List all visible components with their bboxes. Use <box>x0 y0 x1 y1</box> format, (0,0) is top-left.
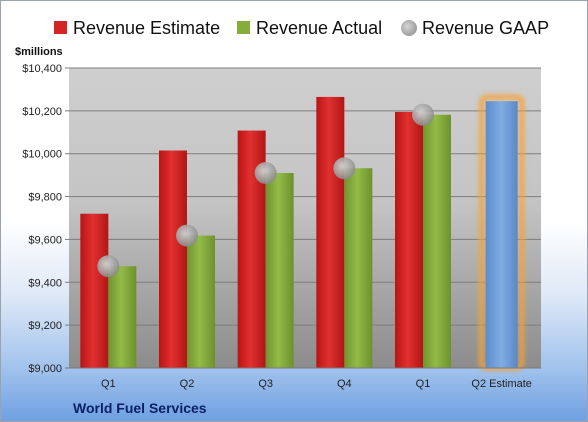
y-tick-label: $10,400 <box>22 63 62 75</box>
bar-revenue-actual <box>187 235 215 368</box>
marker-revenue-gaap <box>333 157 356 180</box>
y-tick-label: $10,000 <box>22 149 62 161</box>
y-tick-label: $9,800 <box>28 192 62 204</box>
legend-swatch-revenue-gaap <box>401 20 417 36</box>
y-tick-label: $9,000 <box>28 363 62 375</box>
legend-label-revenue-gaap: Revenue GAAP <box>422 18 549 38</box>
company-name: World Fuel Services <box>73 400 207 416</box>
legend: Revenue Estimate Revenue Actual Revenue … <box>54 18 549 38</box>
bar-revenue-actual <box>108 266 137 368</box>
x-tick-label: Q4 <box>337 378 352 390</box>
bar-revenue-actual <box>265 173 294 368</box>
legend-swatch-revenue-estimate <box>54 21 67 34</box>
marker-revenue-gaap <box>176 224 198 247</box>
y-tick-label: $9,600 <box>28 234 62 246</box>
y-tick-label: $9,200 <box>28 320 62 332</box>
legend-label-revenue-estimate: Revenue Estimate <box>73 18 220 38</box>
x-tick-label: Q3 <box>258 378 273 390</box>
bar-revenue-actual <box>344 168 373 368</box>
plot-area <box>69 68 541 368</box>
legend-label-revenue-actual: Revenue Actual <box>256 18 382 38</box>
marker-revenue-gaap <box>254 162 277 184</box>
x-tick-label: Q1 <box>101 378 116 390</box>
bar-revenue-estimate <box>159 150 187 368</box>
bar-revenue-actual <box>423 114 451 368</box>
bar-revenue-estimate <box>395 111 423 368</box>
marker-revenue-gaap <box>97 255 120 278</box>
x-tick-label: Q2 Estimate <box>471 378 532 390</box>
y-tick-label: $10,200 <box>22 106 62 118</box>
bars <box>80 94 525 371</box>
x-axis-ticks: Q1 Q2 Q3 Q4 Q1 Q2 Estimate <box>101 378 532 390</box>
y-axis-unit-label: $millions <box>15 46 63 58</box>
x-tick-label: Q1 <box>416 378 431 390</box>
marker-revenue-gaap <box>412 103 434 126</box>
grid-lines <box>69 67 541 369</box>
bar-revenue-estimate <box>316 96 345 368</box>
bar-q2-estimate <box>485 101 518 368</box>
bar-revenue-estimate <box>80 213 109 368</box>
y-axis-ticks: $9,000 $9,200 $9,400 $9,600 $9,800 $10,000 $10… <box>22 63 69 375</box>
gaap-markers <box>97 103 434 278</box>
y-tick-label: $9,400 <box>28 277 62 289</box>
legend-swatch-revenue-actual <box>237 21 250 34</box>
x-tick-label: Q2 <box>180 378 195 390</box>
